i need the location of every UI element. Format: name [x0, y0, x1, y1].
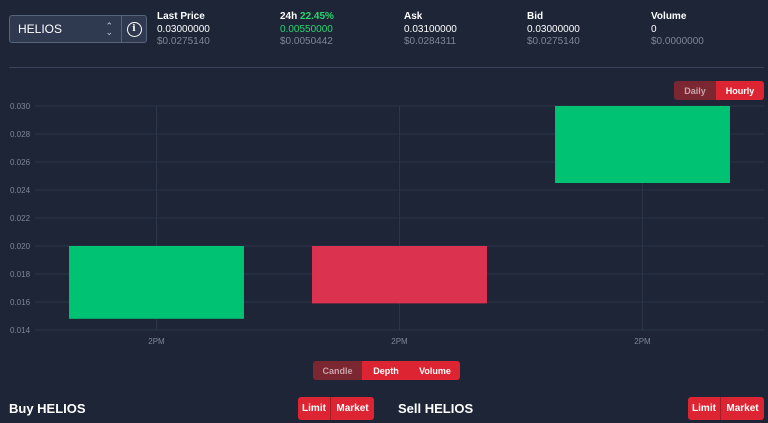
y-tick-label: 0.022 [10, 214, 31, 223]
info-icon: i [126, 21, 142, 37]
stat-24h-label: 24h [280, 11, 298, 22]
stat-bid-usd: $0.0275140 [527, 36, 580, 47]
chart-candles [69, 106, 730, 319]
candle-body-down[interactable] [312, 246, 487, 304]
buy-limit-button[interactable]: Limit [298, 397, 331, 420]
y-tick-label: 0.020 [10, 242, 31, 251]
y-tick-label: 0.030 [10, 102, 31, 111]
stat-ask: Ask 0.03100000 $0.0284311 [404, 11, 457, 49]
sell-limit-button[interactable]: Limit [688, 397, 721, 420]
stat-last-price-label: Last Price [157, 11, 205, 22]
y-tick-label: 0.016 [10, 298, 31, 307]
sell-order-type-toggle[interactable]: Limit Market [688, 397, 764, 420]
interval-hourly-button[interactable]: Hourly [716, 81, 764, 100]
chart-view-toggle[interactable]: Candle Depth Volume [313, 361, 460, 380]
sell-market-button[interactable]: Market [721, 397, 764, 420]
stat-24h: 24h 22.45% 0.00550000 $0.0050442 [280, 11, 334, 49]
y-tick-label: 0.028 [10, 130, 31, 139]
stat-last-price-usd: $0.0275140 [157, 36, 210, 47]
stat-volume-usd: $0.0000000 [651, 36, 704, 47]
market-selector[interactable]: HELIOS ⌃ ⌄ i [9, 15, 147, 43]
x-tick-label: 2PM [391, 337, 408, 346]
stat-last-price: Last Price 0.03000000 $0.0275140 [157, 11, 210, 49]
candle-body-up[interactable] [69, 246, 244, 319]
x-tick-label: 2PM [148, 337, 165, 346]
market-dropdown[interactable]: HELIOS ⌃ ⌄ [10, 16, 122, 42]
y-tick-label: 0.018 [10, 270, 31, 279]
stat-24h-percent: 22.45% [300, 11, 334, 22]
y-tick-label: 0.026 [10, 158, 31, 167]
stat-volume: Volume 0 $0.0000000 [651, 11, 704, 49]
chart-view-depth-button[interactable]: Depth [362, 361, 410, 380]
sell-panel-title: Sell HELIOS [398, 401, 474, 416]
buy-panel-title: Buy HELIOS [9, 401, 86, 416]
chart-y-axis: 0.030 0.028 0.026 0.024 0.022 0.020 0.018 0.016… [10, 102, 31, 335]
header-divider [9, 67, 764, 68]
info-button[interactable]: i [122, 16, 146, 42]
x-tick-label: 2PM [634, 337, 651, 346]
buy-market-button[interactable]: Market [331, 397, 374, 420]
y-tick-label: 0.014 [10, 326, 31, 335]
price-chart: 0.030 0.028 0.026 0.024 0.022 0.020 0.018 0.016… [10, 102, 764, 346]
chart-view-volume-button[interactable]: Volume [410, 361, 460, 380]
chart-x-axis: 2PM 2PM 2PM [148, 337, 651, 346]
sort-chevrons-icon: ⌃ ⌄ [105, 21, 113, 37]
stat-last-price-value: 0.03000000 [157, 23, 210, 35]
y-tick-label: 0.024 [10, 186, 31, 195]
stat-ask-label: Ask [404, 11, 423, 22]
market-dropdown-value: HELIOS [18, 22, 63, 36]
candle-body-up[interactable] [555, 106, 730, 183]
stat-24h-usd: $0.0050442 [280, 36, 333, 47]
stat-volume-value: 0 [651, 23, 657, 35]
interval-toggle[interactable]: Daily Hourly [674, 81, 764, 100]
buy-order-type-toggle[interactable]: Limit Market [298, 397, 374, 420]
stat-ask-value: 0.03100000 [404, 23, 457, 35]
stat-ask-usd: $0.0284311 [404, 36, 457, 47]
chart-view-candle-button[interactable]: Candle [313, 361, 362, 380]
stat-bid-label: Bid [527, 11, 544, 22]
stat-24h-value: 0.00550000 [280, 23, 333, 35]
interval-daily-button[interactable]: Daily [674, 81, 716, 100]
stat-volume-label: Volume [651, 11, 687, 22]
stat-bid: Bid 0.03000000 $0.0275140 [527, 11, 580, 49]
stat-bid-value: 0.03000000 [527, 23, 580, 35]
